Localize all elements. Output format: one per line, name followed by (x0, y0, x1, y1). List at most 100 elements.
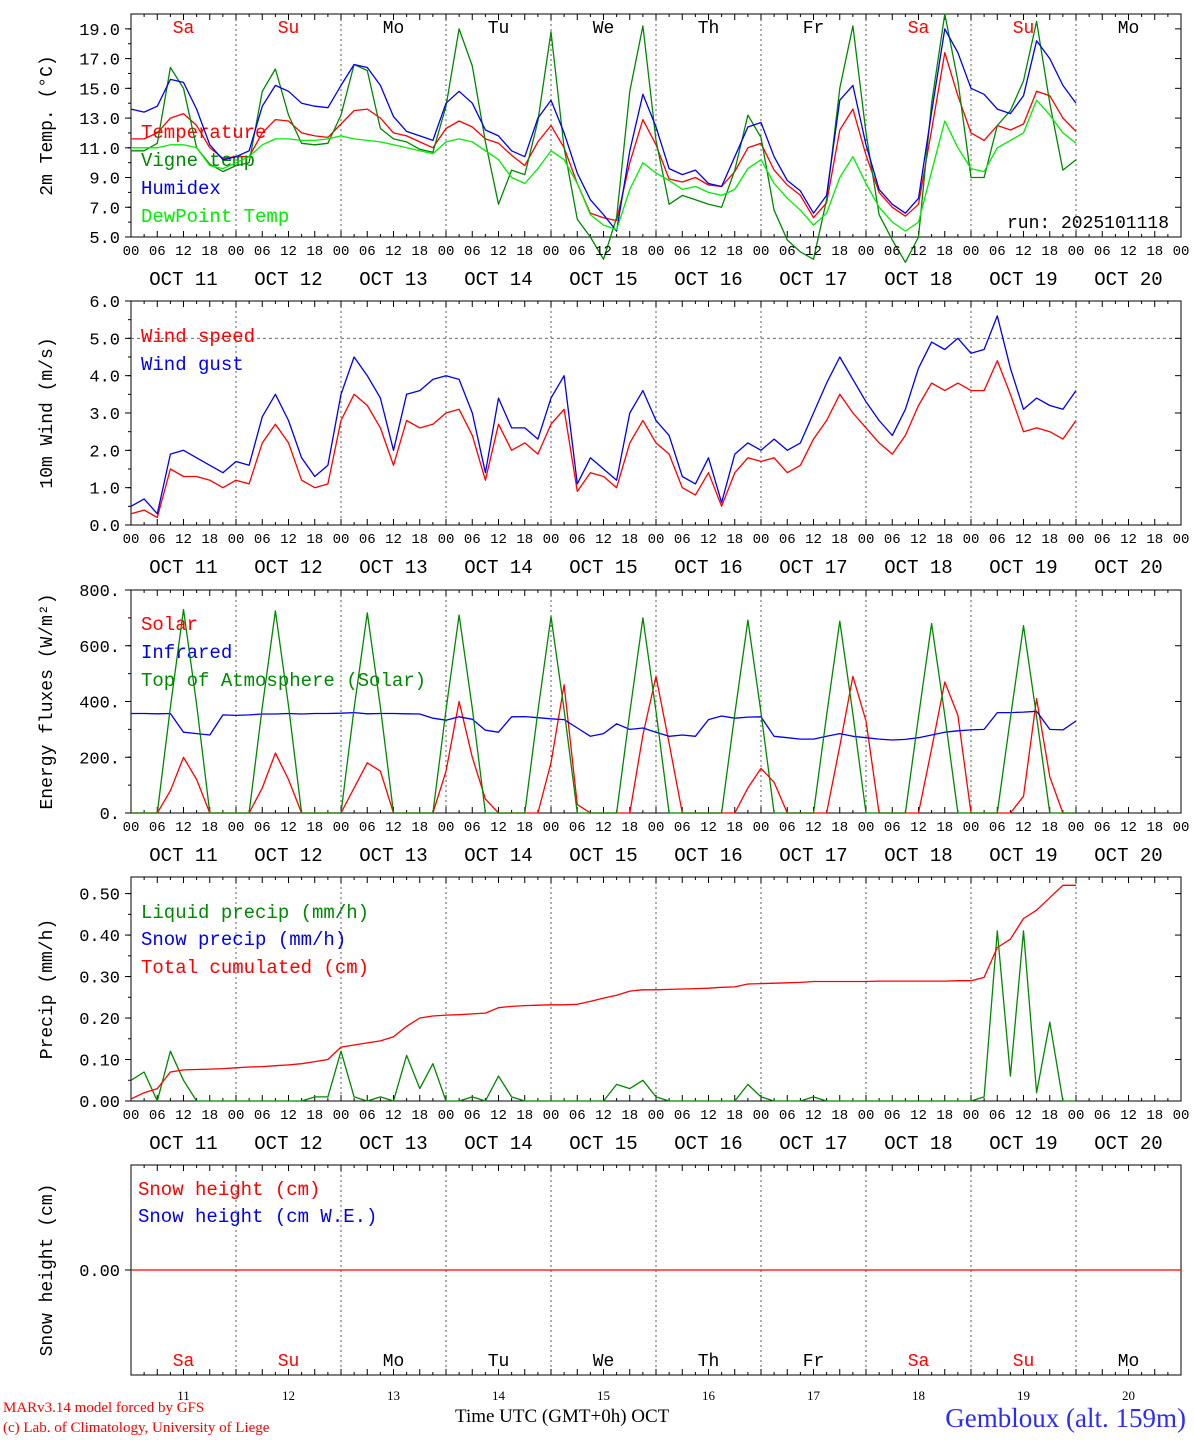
series-line-solar (131, 675, 1076, 814)
x-hour-label: 00 (438, 1108, 455, 1124)
x-day-number: 14 (492, 1388, 506, 1403)
x-date-label: OCT 14 (464, 845, 532, 867)
y-tick-label: 6.0 (89, 294, 120, 313)
day-name-label: Mo (1118, 1352, 1140, 1372)
x-hour-label: 06 (884, 1108, 901, 1124)
y-tick-label: 600. (79, 639, 120, 658)
x-hour-label: 00 (333, 820, 350, 836)
x-hour-label: 12 (1120, 1108, 1137, 1124)
x-hour-label: 12 (280, 244, 297, 260)
x-hour-label: 06 (359, 1108, 376, 1124)
y-tick-label: 3.0 (89, 406, 120, 425)
legend-entry: Temperature (141, 122, 266, 144)
day-name-label: Th (698, 1352, 720, 1372)
x-hour-label: 12 (1015, 244, 1032, 260)
x-hour-label: 18 (726, 532, 743, 548)
x-date-label: OCT 13 (359, 1133, 427, 1155)
x-hour-label: 18 (621, 1108, 638, 1124)
x-hour-label: 12 (490, 532, 507, 548)
x-date-label: OCT 16 (674, 557, 742, 579)
day-name-label: We (593, 1352, 615, 1372)
day-name-label: Mo (383, 1352, 405, 1372)
x-hour-label: 00 (228, 244, 245, 260)
x-date-label: OCT 11 (149, 1133, 217, 1155)
day-name-label: Mo (383, 19, 405, 39)
y-tick-label: 0.40 (79, 928, 120, 947)
x-date-label: OCT 12 (254, 1133, 322, 1155)
x-date-label: OCT 13 (359, 557, 427, 579)
x-hour-label: 12 (805, 1108, 822, 1124)
series-line-temperature (131, 52, 1077, 222)
x-hour-label: 00 (123, 820, 140, 836)
x-day-number: 17 (807, 1388, 821, 1403)
x-hour-label: 18 (831, 532, 848, 548)
day-name-label: Mo (1118, 19, 1140, 39)
day-name-label: Sa (908, 1352, 930, 1372)
x-hour-label: 06 (989, 820, 1006, 836)
day-name-label: Su (1013, 19, 1035, 39)
x-date-label: OCT 15 (569, 269, 637, 291)
x-hour-label: 00 (1173, 820, 1190, 836)
x-day-number: 18 (912, 1388, 925, 1403)
x-hour-label: 06 (569, 820, 586, 836)
y-tick-label: 2.0 (89, 443, 120, 462)
x-hour-label: 12 (595, 244, 612, 260)
legend-entry: Humidex (141, 178, 221, 200)
x-date-label: OCT 18 (884, 1133, 952, 1155)
x-hour-label: 00 (753, 244, 770, 260)
x-hour-label: 06 (1094, 820, 1111, 836)
x-hour-label: 18 (1041, 532, 1058, 548)
y-tick-label: 15.0 (79, 81, 120, 100)
x-hour-label: 18 (306, 820, 323, 836)
x-hour-label: 06 (149, 1108, 166, 1124)
series-line-humidex (130, 28, 1077, 232)
x-hour-label: 12 (175, 244, 192, 260)
y-tick-label: 0. (100, 806, 120, 825)
y-axis-label: 10m Wind (m/s) (38, 337, 58, 488)
x-hour-label: 00 (963, 1108, 980, 1124)
x-hour-label: 00 (963, 532, 980, 548)
x-date-label: OCT 16 (674, 269, 742, 291)
station-name: Gembloux (alt. 159m) (945, 1403, 1186, 1433)
series-line-vigne-temp (131, 13, 1077, 263)
x-hour-label: 00 (648, 820, 665, 836)
x-hour-label: 00 (858, 244, 875, 260)
time-axis-title: Time UTC (GMT+0h) OCT (455, 1406, 670, 1427)
x-hour-label: 18 (411, 244, 428, 260)
x-date-label: OCT 19 (989, 1133, 1057, 1155)
y-tick-label: 0.00 (79, 1263, 120, 1282)
x-date-label: OCT 17 (779, 845, 847, 867)
day-name-label: We (593, 19, 615, 39)
day-name-label: Sa (173, 19, 195, 39)
x-date-label: OCT 13 (359, 845, 427, 867)
x-hour-label: 06 (674, 244, 691, 260)
x-day-number: 13 (387, 1388, 400, 1403)
x-hour-label: 18 (516, 532, 533, 548)
x-hour-label: 18 (1146, 244, 1163, 260)
x-hour-label: 12 (490, 1108, 507, 1124)
x-hour-label: 12 (1015, 532, 1032, 548)
y-tick-label: 7.0 (89, 200, 120, 219)
y-axis-label: Snow height (cm) (38, 1184, 58, 1357)
legend-entry: Top of Atmosphere (Solar) (141, 670, 426, 692)
x-hour-label: 18 (936, 244, 953, 260)
x-date-label: OCT 18 (884, 269, 952, 291)
day-name-label: Fr (803, 19, 825, 39)
x-hour-label: 00 (1173, 1108, 1190, 1124)
x-hour-label: 12 (490, 244, 507, 260)
day-name-label: Su (1013, 1352, 1035, 1372)
x-hour-label: 18 (726, 1108, 743, 1124)
series-line-wind-speed (130, 360, 1077, 519)
x-hour-label: 12 (280, 820, 297, 836)
legend-entry: DewPoint Temp (141, 206, 289, 228)
x-hour-label: 06 (674, 532, 691, 548)
x-hour-label: 12 (910, 532, 927, 548)
x-hour-label: 12 (490, 820, 507, 836)
x-hour-label: 00 (963, 244, 980, 260)
x-hour-label: 12 (595, 532, 612, 548)
x-hour-label: 18 (1146, 820, 1163, 836)
x-hour-label: 00 (333, 244, 350, 260)
x-hour-label: 18 (411, 820, 428, 836)
x-hour-label: 12 (595, 820, 612, 836)
x-hour-label: 06 (989, 532, 1006, 548)
